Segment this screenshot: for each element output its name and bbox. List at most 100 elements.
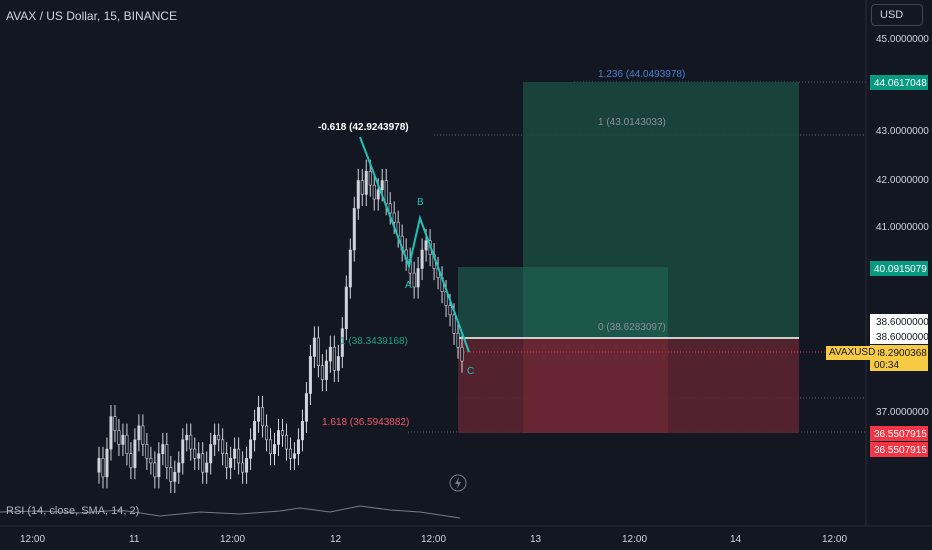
candle-body [133, 439, 137, 468]
price-tag-stop-text: 36.5507915 [874, 429, 927, 440]
candle-body [344, 286, 348, 329]
candle-body [125, 434, 129, 454]
candle-body [157, 453, 161, 478]
price-tag-entry-text-2: 38.6000000 [876, 332, 929, 343]
price-tag-stop-2 [870, 442, 928, 457]
fib-label-neg0618: -0.618 (42.9243978) [318, 122, 409, 133]
candle-body [452, 314, 456, 334]
currency-button[interactable]: USD [871, 4, 923, 26]
time-label: 12:00 [822, 534, 847, 545]
price-tick: 41.0000000 [876, 222, 929, 233]
fib-label-0: 0 (38.6283097) [598, 322, 666, 333]
alt-target-zone[interactable] [458, 267, 668, 338]
wave-label-b: B [417, 197, 424, 208]
candle-body [296, 439, 300, 454]
candle-body [109, 416, 113, 450]
candle-body [324, 360, 328, 380]
candle-body [229, 458, 233, 468]
candle-body [312, 337, 316, 357]
candle-body [288, 448, 292, 459]
candle-body [456, 333, 460, 348]
candle-body [448, 305, 452, 316]
price-tick: 43.0000000 [876, 126, 929, 137]
time-label: 12:00 [20, 534, 45, 545]
countdown: 00:34 [874, 360, 899, 371]
candle-body [328, 346, 332, 362]
candle-body [225, 453, 229, 468]
candle-body [213, 434, 217, 445]
candle-body [181, 439, 185, 464]
candle-body [388, 203, 392, 214]
candle-body [105, 448, 109, 478]
candle-body [237, 448, 241, 464]
rsi-label[interactable]: RSI (14, close, SMA, 14, 2) [6, 505, 140, 517]
time-label: 12:00 [622, 534, 647, 545]
candle-body [137, 425, 141, 441]
flash-icon-bolt [455, 477, 461, 489]
candle-body [197, 453, 201, 459]
time-label: 11 [129, 534, 140, 545]
candle-body [316, 337, 320, 367]
candle-body [280, 430, 284, 436]
price-tick: 45.0000000 [876, 34, 929, 45]
time-label: 13 [530, 534, 542, 545]
candle-body [332, 346, 336, 371]
candle-body [173, 471, 177, 482]
time-axis[interactable]: 12:00 11 12:00 12 12:00 13 12:00 14 12:0… [20, 534, 847, 545]
candle-body [336, 356, 340, 371]
candle-body [340, 328, 344, 357]
candle-body [121, 434, 125, 445]
candle-body [153, 462, 157, 478]
candle-body [352, 208, 356, 251]
candle-body [165, 444, 169, 468]
candle-body [217, 434, 221, 441]
price-tag-current-text: 38.2900368 [874, 348, 927, 359]
price-tag-alt-text: 40.0915079 [874, 264, 927, 275]
candle-body [241, 462, 245, 473]
wave-label-a: A [405, 280, 412, 291]
fib-label-1: 1 (43.0143033) [598, 117, 666, 128]
fib-label-1236: 1.236 (44.0493978) [598, 69, 685, 80]
abc-wave-line[interactable] [359, 136, 470, 353]
candle-body [348, 249, 352, 288]
candle-body [269, 439, 273, 454]
chart-title: AVAX / US Dollar, 15, BINANCE [6, 9, 177, 23]
price-tick: 37.0000000 [876, 407, 929, 418]
candle-body [372, 184, 376, 200]
price-tag-stop [870, 426, 928, 441]
candle-body [300, 420, 304, 441]
candle-body [420, 249, 424, 269]
candle-body [177, 462, 181, 473]
candle-body [460, 346, 464, 362]
candle-body [292, 453, 296, 459]
candle-body [253, 420, 257, 441]
candle-body [284, 434, 288, 450]
wave-label-c: C [467, 366, 474, 377]
candle-body [304, 393, 308, 422]
time-label: 14 [730, 534, 742, 545]
candle-body [368, 170, 372, 186]
candle-body [129, 453, 133, 468]
candle-body [424, 240, 428, 251]
candle-body [249, 439, 253, 459]
price-tag-entry [870, 314, 928, 344]
candle-body [161, 444, 165, 455]
candle-body [117, 430, 121, 445]
candle-body [145, 444, 149, 459]
candle-body [209, 444, 213, 464]
candle-body [308, 356, 312, 394]
candle-body [380, 180, 384, 191]
candle-body [233, 448, 237, 459]
price-tag-target [870, 75, 928, 90]
time-label: 12 [330, 534, 342, 545]
flash-icon[interactable] [449, 474, 467, 492]
candle-body [392, 212, 396, 223]
time-label: 12:00 [421, 534, 446, 545]
symbol-tag: AVAXUSD [826, 346, 879, 360]
price-tick: 42.0000000 [876, 175, 929, 186]
candle-body [97, 458, 101, 473]
price-tag-entry-text: 38.6000000 [876, 317, 929, 328]
stop-zone-inner [523, 338, 668, 433]
candle-body [189, 434, 193, 450]
